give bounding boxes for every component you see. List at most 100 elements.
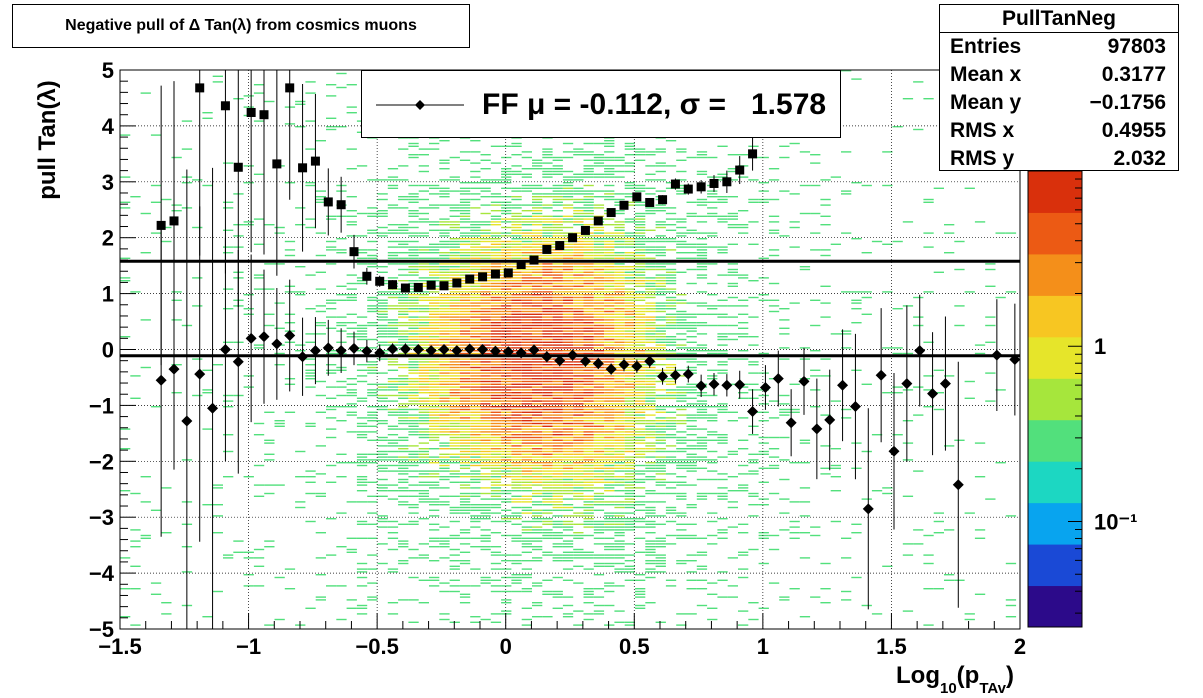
data-point-square bbox=[555, 241, 565, 251]
heatmap-cell bbox=[521, 235, 532, 237]
heatmap-cell bbox=[398, 417, 409, 419]
heatmap-cell bbox=[490, 442, 502, 444]
heatmap-cell bbox=[562, 184, 574, 187]
heatmap-cell bbox=[449, 462, 460, 464]
heatmap-cell bbox=[717, 537, 728, 539]
heatmap-cell bbox=[150, 509, 162, 511]
heatmap-cell bbox=[882, 151, 893, 153]
heatmap-cell bbox=[624, 378, 635, 380]
heatmap-cell bbox=[305, 386, 316, 388]
heatmap-cell bbox=[738, 532, 749, 534]
heatmap-cell bbox=[892, 126, 903, 128]
heatmap-cell bbox=[429, 336, 440, 338]
heatmap-cell bbox=[604, 546, 615, 548]
heatmap-cell bbox=[223, 394, 234, 397]
heatmap-cell bbox=[532, 218, 543, 220]
heatmap-cell bbox=[511, 313, 522, 315]
heatmap-cell bbox=[624, 341, 635, 343]
heatmap-cell bbox=[429, 403, 440, 405]
heatmap-cell bbox=[810, 162, 821, 164]
heatmap-cell bbox=[459, 319, 471, 321]
heatmap-cell bbox=[562, 456, 574, 458]
heatmap-cell bbox=[408, 417, 419, 419]
heatmap-cell bbox=[243, 95, 254, 97]
heatmap-cell bbox=[686, 523, 697, 525]
heatmap-cell bbox=[655, 501, 666, 503]
heatmap-cell bbox=[459, 215, 471, 217]
heatmap-cell bbox=[696, 221, 708, 223]
heatmap-cell bbox=[552, 473, 563, 475]
heatmap-cell bbox=[552, 257, 563, 259]
heatmap-cell bbox=[367, 212, 378, 215]
heatmap-cell bbox=[573, 428, 584, 430]
heatmap-cell bbox=[696, 154, 708, 156]
heatmap-cell bbox=[429, 347, 440, 349]
heatmap-cell bbox=[439, 546, 450, 548]
heatmap-cell bbox=[573, 610, 584, 612]
heatmap-cell bbox=[573, 232, 584, 234]
heatmap-cell bbox=[377, 562, 388, 565]
heatmap-cell bbox=[624, 422, 635, 425]
heatmap-cell bbox=[387, 386, 399, 388]
heatmap-cell bbox=[295, 350, 306, 352]
heatmap-cell bbox=[583, 400, 594, 402]
heatmap-cell bbox=[655, 406, 666, 408]
heatmap-cell bbox=[624, 490, 635, 492]
heatmap-cell bbox=[398, 414, 409, 416]
heatmap-cell bbox=[501, 576, 512, 579]
heatmap-cell bbox=[459, 537, 471, 539]
heatmap-cell bbox=[470, 476, 481, 478]
heatmap-cell bbox=[470, 422, 481, 425]
heatmap-cell bbox=[418, 198, 429, 201]
heatmap-cell bbox=[799, 151, 811, 153]
heatmap-cell bbox=[583, 590, 594, 593]
heatmap-cell bbox=[418, 428, 429, 430]
heatmap-cell bbox=[841, 291, 852, 293]
heatmap-cell bbox=[573, 495, 584, 497]
heatmap-cell bbox=[480, 352, 491, 355]
heatmap-cell bbox=[542, 170, 553, 173]
heatmap-cell bbox=[645, 257, 656, 259]
heatmap-cell bbox=[562, 156, 574, 159]
heatmap-cell bbox=[356, 476, 368, 478]
heatmap-cell bbox=[490, 218, 502, 220]
heatmap-cell bbox=[418, 375, 429, 377]
heatmap-cell bbox=[851, 308, 862, 310]
heatmap-cell bbox=[346, 414, 357, 416]
heatmap-cell bbox=[583, 369, 594, 371]
heatmap-cell bbox=[439, 268, 450, 271]
heatmap-cell bbox=[820, 467, 831, 469]
heatmap-cell bbox=[624, 299, 635, 301]
heatmap-cell bbox=[459, 504, 471, 506]
heatmap-cell bbox=[490, 243, 502, 245]
heatmap-cell bbox=[696, 456, 708, 458]
heatmap-cell bbox=[562, 445, 574, 447]
heatmap-cell bbox=[449, 397, 460, 399]
heatmap-cell bbox=[501, 319, 512, 321]
heatmap-cell bbox=[470, 271, 481, 273]
heatmap-cell bbox=[532, 585, 543, 587]
heatmap-cell bbox=[665, 277, 677, 279]
heatmap-cell bbox=[511, 299, 522, 301]
heatmap-cell bbox=[635, 478, 646, 481]
heatmap-cell bbox=[511, 476, 522, 478]
heatmap-cell bbox=[923, 291, 934, 293]
heatmap-cell bbox=[326, 554, 337, 556]
heatmap-cell bbox=[542, 341, 553, 343]
heatmap-cell bbox=[501, 282, 512, 285]
heatmap-cell bbox=[562, 336, 574, 338]
heatmap-cell bbox=[470, 492, 481, 495]
heatmap-cell bbox=[490, 322, 502, 324]
heatmap-cell bbox=[490, 562, 502, 565]
heatmap-cell bbox=[470, 319, 481, 321]
heatmap-cell bbox=[583, 518, 594, 520]
heatmap-cell bbox=[624, 476, 635, 478]
heatmap-cell bbox=[501, 308, 512, 310]
heatmap-cell bbox=[490, 394, 502, 397]
heatmap-cell bbox=[459, 310, 471, 313]
heatmap-cell bbox=[449, 422, 460, 425]
heatmap-cell bbox=[470, 453, 481, 455]
heatmap-cell bbox=[459, 294, 471, 296]
heatmap-cell bbox=[573, 448, 584, 450]
heatmap-cell bbox=[604, 165, 615, 167]
